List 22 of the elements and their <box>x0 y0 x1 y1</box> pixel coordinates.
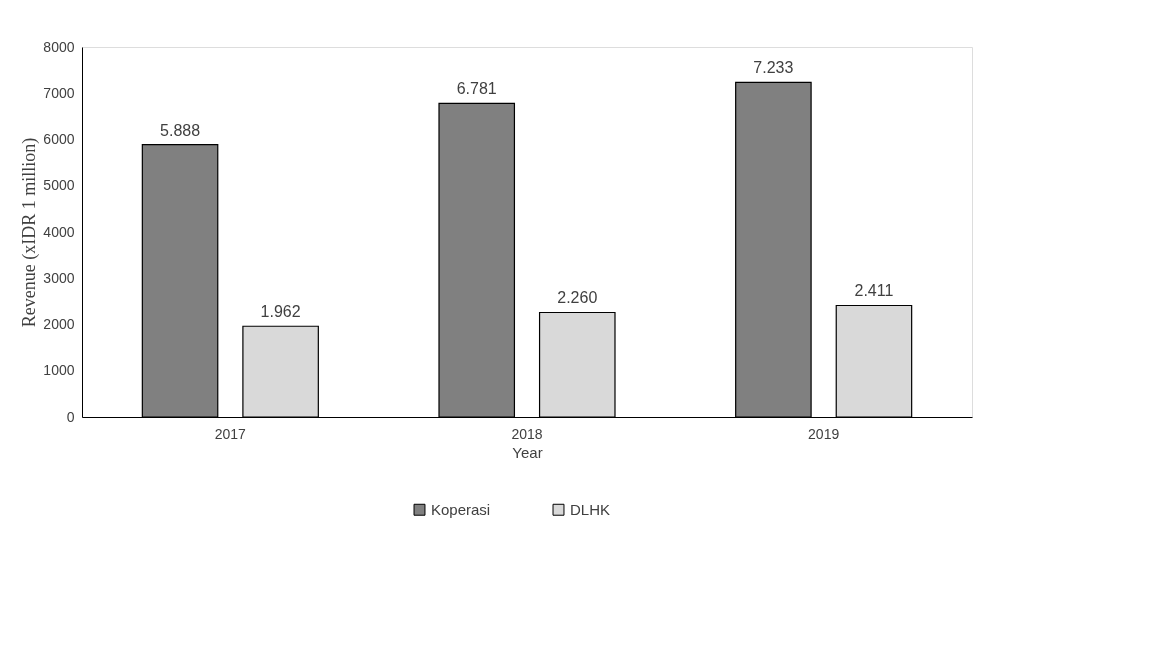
legend-label: Koperasi <box>431 500 491 518</box>
y-tick-label: 1000 <box>43 362 75 379</box>
x-tick-label: 2017 <box>214 425 247 442</box>
data-label: 1.962 <box>260 303 301 321</box>
y-tick-label: 2000 <box>43 316 75 332</box>
legend-label: DLHK <box>570 500 611 518</box>
data-label: 7.233 <box>753 59 794 77</box>
data-label: 5.888 <box>160 121 201 139</box>
y-tick-label: 8000 <box>43 38 75 55</box>
y-tick-label: 5000 <box>43 177 75 194</box>
data-label: 6.781 <box>456 80 497 98</box>
y-tick-label: 6000 <box>43 131 75 147</box>
y-tick-label: 7000 <box>43 84 75 101</box>
y-tick-label: 0 <box>66 408 75 425</box>
y-tick-label: 4000 <box>43 223 75 240</box>
x-tick-label: 2019 <box>808 425 840 442</box>
y-tick-label: 3000 <box>43 269 75 286</box>
y-axis-title: Revenue (xIDR 1 million) <box>19 137 41 328</box>
data-label: 2.260 <box>557 289 598 307</box>
x-tick-label: 2018 <box>511 425 543 442</box>
data-label: 2.411 <box>854 282 894 300</box>
x-axis-title: Year <box>512 443 543 461</box>
